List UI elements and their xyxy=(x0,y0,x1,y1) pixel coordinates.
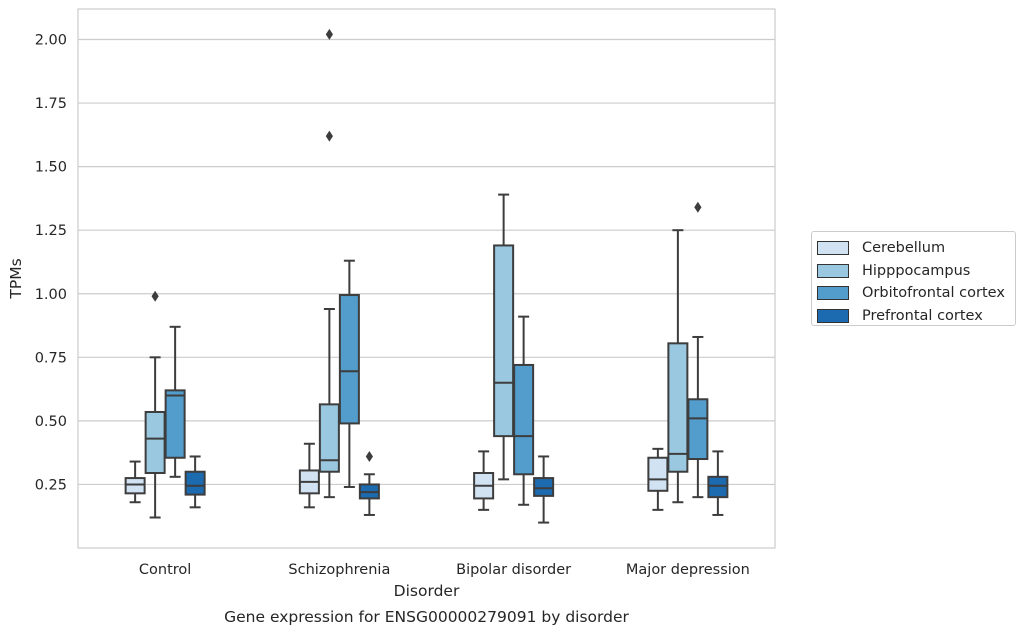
box-iqr xyxy=(533,477,555,497)
box-iqr xyxy=(318,403,340,473)
box-iqr xyxy=(493,244,515,438)
legend: Cerebellum Hipppocampus Orbitofrontal cort… xyxy=(811,231,1016,326)
box-iqr xyxy=(124,477,146,495)
box-iqr xyxy=(647,456,669,492)
legend-swatch xyxy=(817,241,849,256)
legend-label: Orbitofrontal cortex xyxy=(862,285,1005,302)
x-tick-label: Control xyxy=(139,562,191,578)
box-prefrontal-cortex xyxy=(358,450,380,516)
box-iqr xyxy=(707,475,729,499)
box-plot-series xyxy=(124,28,729,524)
box-prefrontal-cortex xyxy=(533,455,555,524)
grid-lines xyxy=(78,38,775,486)
box-iqr xyxy=(687,398,709,461)
box-iqr xyxy=(338,294,360,425)
box-hipppocampus xyxy=(144,290,166,519)
x-tick-label: Schizophrenia xyxy=(288,562,390,578)
x-tick-label: Bipolar disorder xyxy=(456,562,571,578)
box-orbitofrontal-cortex xyxy=(687,201,709,499)
box-iqr xyxy=(164,389,186,459)
y-tick-label: 1.00 xyxy=(35,287,67,303)
outlier-point xyxy=(694,201,702,213)
plot-frame xyxy=(77,8,776,549)
legend-swatch xyxy=(817,308,849,323)
legend-label: Cerebellum xyxy=(862,240,946,257)
y-tick-labels: 0.25 0.50 0.75 1.00 1.25 1.50 1.75 2.00 xyxy=(35,33,67,494)
outlier-point xyxy=(365,450,373,462)
outlier-point xyxy=(151,290,159,302)
box-orbitofrontal-cortex xyxy=(513,315,535,506)
legend-item: Orbitofrontal cortex xyxy=(817,282,1015,305)
legend-swatch xyxy=(817,263,849,278)
legend-label: Hipppocampus xyxy=(862,262,971,279)
y-tick-label: 0.25 xyxy=(35,477,67,493)
y-tick-label: 2.00 xyxy=(35,33,67,49)
box-orbitofrontal-cortex xyxy=(338,259,360,488)
box-iqr xyxy=(144,410,166,474)
x-tick-label: Major depression xyxy=(626,562,750,578)
legend-label: Prefrontal cortex xyxy=(862,307,983,324)
y-tick-label: 1.75 xyxy=(35,96,67,112)
y-axis-label: TPMs xyxy=(7,258,25,299)
x-tick-labels: Control Schizophrenia Bipolar disorder Majo… xyxy=(139,562,750,578)
legend-item: Prefrontal cortex xyxy=(817,305,1015,328)
box-cerebellum xyxy=(473,450,495,511)
box-iqr xyxy=(513,363,535,476)
box-hipppocampus xyxy=(493,193,515,481)
outlier-point xyxy=(325,28,333,40)
y-tick-label: 1.25 xyxy=(35,223,67,239)
box-cerebellum xyxy=(647,447,669,511)
chart-title: Gene expression for ENSG00000279091 by d… xyxy=(224,608,629,626)
y-tick-label: 0.75 xyxy=(35,350,67,366)
legend-swatch xyxy=(817,286,849,301)
box-iqr xyxy=(667,342,689,473)
box-iqr xyxy=(184,470,206,496)
box-cerebellum xyxy=(124,460,146,504)
y-tick-label: 0.50 xyxy=(35,414,67,430)
x-axis-label: Disorder xyxy=(394,582,460,600)
legend-item: Cerebellum xyxy=(817,237,1015,260)
box-hipppocampus xyxy=(667,229,689,504)
outlier-point xyxy=(325,130,333,142)
box-hipppocampus xyxy=(318,28,340,499)
y-tick-label: 1.50 xyxy=(35,160,67,176)
box-cerebellum xyxy=(298,442,320,509)
box-prefrontal-cortex xyxy=(184,455,206,509)
box-prefrontal-cortex xyxy=(707,450,729,516)
legend-item: Hipppocampus xyxy=(817,260,1015,283)
box-orbitofrontal-cortex xyxy=(164,325,186,478)
